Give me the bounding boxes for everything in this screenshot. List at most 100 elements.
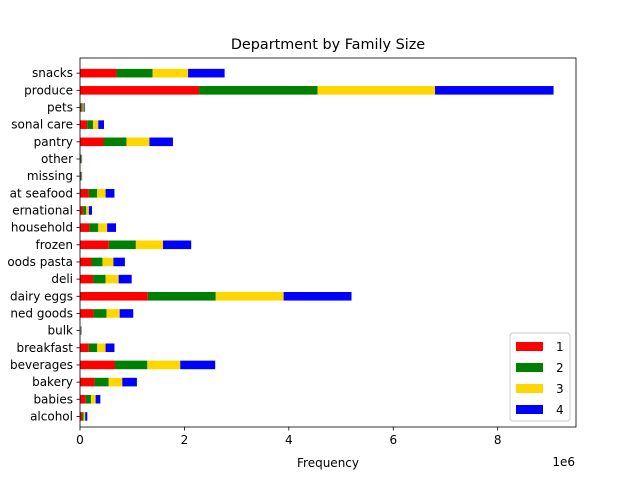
bar-pantry-series-3	[126, 137, 150, 147]
y-tick-label: oods pasta	[7, 255, 73, 269]
y-tick-label: missing	[27, 169, 73, 183]
y-tick-label: dairy eggs	[10, 289, 73, 303]
bar-dairy-eggs-series-4	[283, 291, 352, 301]
x-tick-label: 4	[285, 433, 293, 447]
bar-frozen-series-3	[135, 240, 164, 250]
bar-bakery-series-1	[80, 377, 95, 387]
y-tick-label: at seafood	[10, 186, 73, 200]
bar-dairy-eggs-series-1	[80, 291, 148, 301]
y-tick-label: frozen	[35, 238, 73, 252]
y-tick-label: snacks	[32, 66, 73, 80]
bar-personal-care-series-2	[87, 120, 94, 129]
bar-pets-series-3	[82, 103, 84, 112]
bar-deli-series-4	[118, 274, 132, 284]
bar-household-series-2	[89, 223, 99, 232]
bar-babies-series-3	[90, 394, 96, 404]
bar-bakery-series-2	[94, 377, 109, 387]
y-tick-label: other	[41, 152, 73, 166]
bar-beverages-series-1	[80, 360, 115, 370]
bar-pets-series-1	[80, 103, 82, 112]
chart-title: Department by Family Size	[231, 37, 425, 53]
legend-box	[509, 332, 571, 422]
bar-other-series-3	[81, 154, 82, 164]
x-offset-label: 1e6	[552, 455, 575, 469]
bar-produce-series-2	[199, 86, 318, 95]
y-tick-label: beverages	[10, 358, 73, 372]
bar-alcohol-series-3	[83, 412, 86, 421]
x-axis-ticks: 0 2 4 6 8	[76, 427, 502, 447]
bar-produce-series-4	[435, 86, 554, 95]
bar-alcohol-series-4	[85, 412, 88, 421]
bar-breakfast-series-1	[80, 343, 89, 353]
bar-international-series-2	[83, 206, 87, 215]
bar-other-series-4	[81, 154, 83, 164]
y-tick-label: deli	[51, 272, 73, 286]
bar-deli-series-2	[93, 274, 106, 284]
y-tick-label: babies	[33, 392, 73, 406]
bar-beverages-series-2	[114, 360, 148, 370]
legend: 1 2 3 4	[509, 332, 571, 422]
bar-snacks-series-3	[152, 68, 189, 78]
y-tick-label: pets	[47, 100, 73, 114]
bar-canned-goods-series-4	[119, 309, 134, 318]
bar-deli-series-3	[105, 274, 119, 284]
x-axis-label: Frequency	[297, 456, 359, 470]
x-tick-label: 8	[494, 433, 502, 447]
bar-produce-series-3	[317, 86, 436, 95]
bar-household-series-3	[98, 223, 108, 232]
bar-dairy-eggs-series-3	[215, 291, 284, 301]
bar-dry-goods-pasta-series-3	[102, 257, 114, 267]
bar-alcohol-series-2	[82, 412, 84, 421]
bar-personal-care-series-1	[80, 120, 88, 129]
bar-beverages-series-4	[180, 360, 216, 370]
x-tick-label: 6	[389, 433, 397, 447]
bar-international-series-3	[86, 206, 89, 215]
bar-bakery-series-4	[122, 377, 137, 387]
bar-personal-care-series-3	[93, 120, 99, 129]
bar-household-series-1	[80, 223, 90, 232]
bar-babies-series-4	[95, 394, 101, 404]
bar-other-series-2	[80, 154, 82, 164]
legend-label-1: 1	[556, 340, 564, 354]
bar-frozen-series-2	[108, 240, 136, 250]
bar-international-series-1	[80, 206, 84, 215]
bar-missing-series-3	[81, 171, 82, 181]
y-tick-label: ernational	[12, 203, 73, 217]
bar-beverages-series-3	[147, 360, 181, 370]
bar-deli-series-1	[80, 274, 94, 284]
y-tick-label: sonal care	[11, 118, 73, 132]
bar-meat-seafood-series-4	[105, 189, 115, 198]
bar-missing-series-2	[80, 171, 82, 181]
x-tick-label: 2	[181, 433, 189, 447]
y-tick-label: pantry	[34, 135, 73, 149]
bar-frozen-series-4	[163, 240, 192, 250]
x-tick-label: 0	[76, 433, 84, 447]
legend-label-2: 2	[556, 361, 564, 375]
bars	[80, 68, 554, 421]
bar-personal-care-series-4	[98, 120, 105, 129]
y-tick-label: alcohol	[30, 409, 73, 423]
bar-canned-goods-series-3	[106, 309, 120, 318]
legend-label-3: 3	[556, 382, 564, 396]
bar-canned-goods-series-1	[80, 309, 94, 318]
bar-canned-goods-series-2	[93, 309, 107, 318]
legend-swatch-4	[516, 405, 543, 414]
bar-household-series-4	[107, 223, 117, 232]
plot-frame	[79, 57, 577, 428]
bar-breakfast-series-2	[88, 343, 98, 353]
legend-swatch-2	[516, 363, 543, 372]
legend-label-4: 4	[556, 403, 564, 417]
bar-pantry-series-1	[80, 137, 104, 147]
bar-babies-series-2	[85, 394, 91, 404]
y-tick-label: household	[11, 221, 73, 235]
bar-produce-series-1	[80, 86, 200, 95]
bar-pantry-series-4	[149, 137, 173, 147]
legend-swatch-1	[516, 342, 543, 351]
bar-breakfast-series-4	[105, 343, 115, 353]
bar-breakfast-series-3	[97, 343, 106, 353]
bar-international-series-4	[88, 206, 93, 215]
bar-pantry-series-2	[103, 137, 127, 147]
y-axis-ticks: alcohol babies bakery beverages breakfast bul…	[7, 66, 80, 423]
bar-snacks-series-2	[116, 68, 153, 78]
